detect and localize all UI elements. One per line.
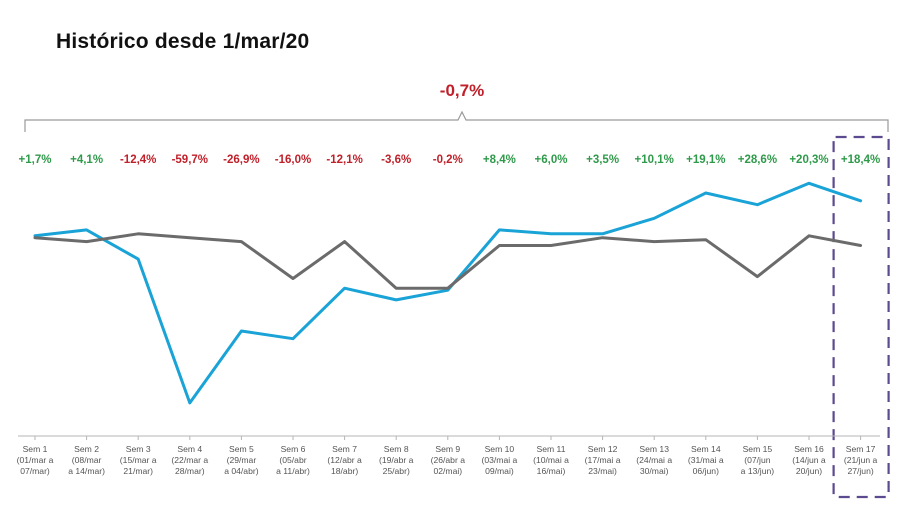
change-label: -12,4% — [120, 154, 156, 166]
highlight-rect — [832, 135, 890, 499]
change-label: +4,1% — [70, 154, 103, 166]
x-tick-label: Sem 5 (29/mar a 04/abr) — [224, 444, 259, 476]
x-tick-label: Sem 8 (19/abr a 25/abr) — [379, 444, 414, 476]
total-brace — [24, 110, 889, 132]
change-label: +1,7% — [19, 154, 52, 166]
series-line-2 — [33, 232, 863, 290]
series-lines — [33, 181, 863, 405]
change-label: -16,0% — [275, 154, 311, 166]
x-tick-label: Sem 11 (10/mai a 16/mai) — [533, 444, 569, 476]
x-tick-label: Sem 14 (31/mai a 06/jun) — [688, 444, 724, 476]
change-label: +3,5% — [586, 154, 619, 166]
x-tick-label: Sem 16 (14/jun a 20/jun) — [792, 444, 826, 476]
change-label: -26,9% — [223, 154, 259, 166]
x-tick-label: Sem 6 (05/abr a 11/abr) — [276, 444, 310, 476]
chart-title: Histórico desde 1/mar/20 — [56, 30, 310, 53]
change-label: +8,4% — [483, 154, 516, 166]
x-tick-label: Sem 3 (15/mar a 21/mar) — [120, 444, 157, 476]
change-label: +28,6% — [738, 154, 777, 166]
change-label: +19,1% — [686, 154, 725, 166]
x-tick-label: Sem 12 (17/mai a 23/mai) — [585, 444, 621, 476]
brace-path — [24, 110, 889, 132]
change-label: +20,3% — [789, 154, 828, 166]
x-tick-label: Sem 4 (22/mar a 28/mar) — [171, 444, 208, 476]
change-label: -0,2% — [433, 154, 463, 166]
x-tick-label: Sem 9 (26/abr a 02/mai) — [431, 444, 466, 476]
weekly-change-labels: +1,7% +4,1% -12,4% -59,7% -26,9% -16,0% -12,1%… — [19, 154, 881, 166]
total-change-label: -0,7% — [440, 81, 484, 100]
x-axis — [18, 435, 880, 440]
change-label: -12,1% — [326, 154, 362, 166]
x-tick-label: Sem 13 (24/mai a 30/mai) — [636, 444, 672, 476]
change-label: +10,1% — [635, 154, 674, 166]
x-tick-label: Sem 15 (07/jun a 13/jun) — [741, 444, 775, 476]
x-tick-label: Sem 10 (03/mai a 09/mai) — [481, 444, 517, 476]
x-tick-label: Sem 2 (08/mar a 14/mar) — [68, 444, 105, 476]
x-tick-label: Sem 1 (01/mar a 07/mar) — [17, 444, 54, 476]
series-line-1 — [33, 181, 863, 405]
change-label: -3,6% — [381, 154, 411, 166]
x-tick-labels: Sem 1 (01/mar a 07/mar) Sem 2 (08/mar a 14/ma… — [17, 444, 878, 476]
change-label: +6,0% — [535, 154, 568, 166]
highlight-box — [832, 135, 890, 499]
change-label: +18,4% — [841, 154, 880, 166]
change-label: -59,7% — [172, 154, 208, 166]
x-tick-label: Sem 7 (12/abr a 18/abr) — [327, 444, 362, 476]
x-tick-label: Sem 17 (21/jun a 27/jun) — [844, 444, 878, 476]
